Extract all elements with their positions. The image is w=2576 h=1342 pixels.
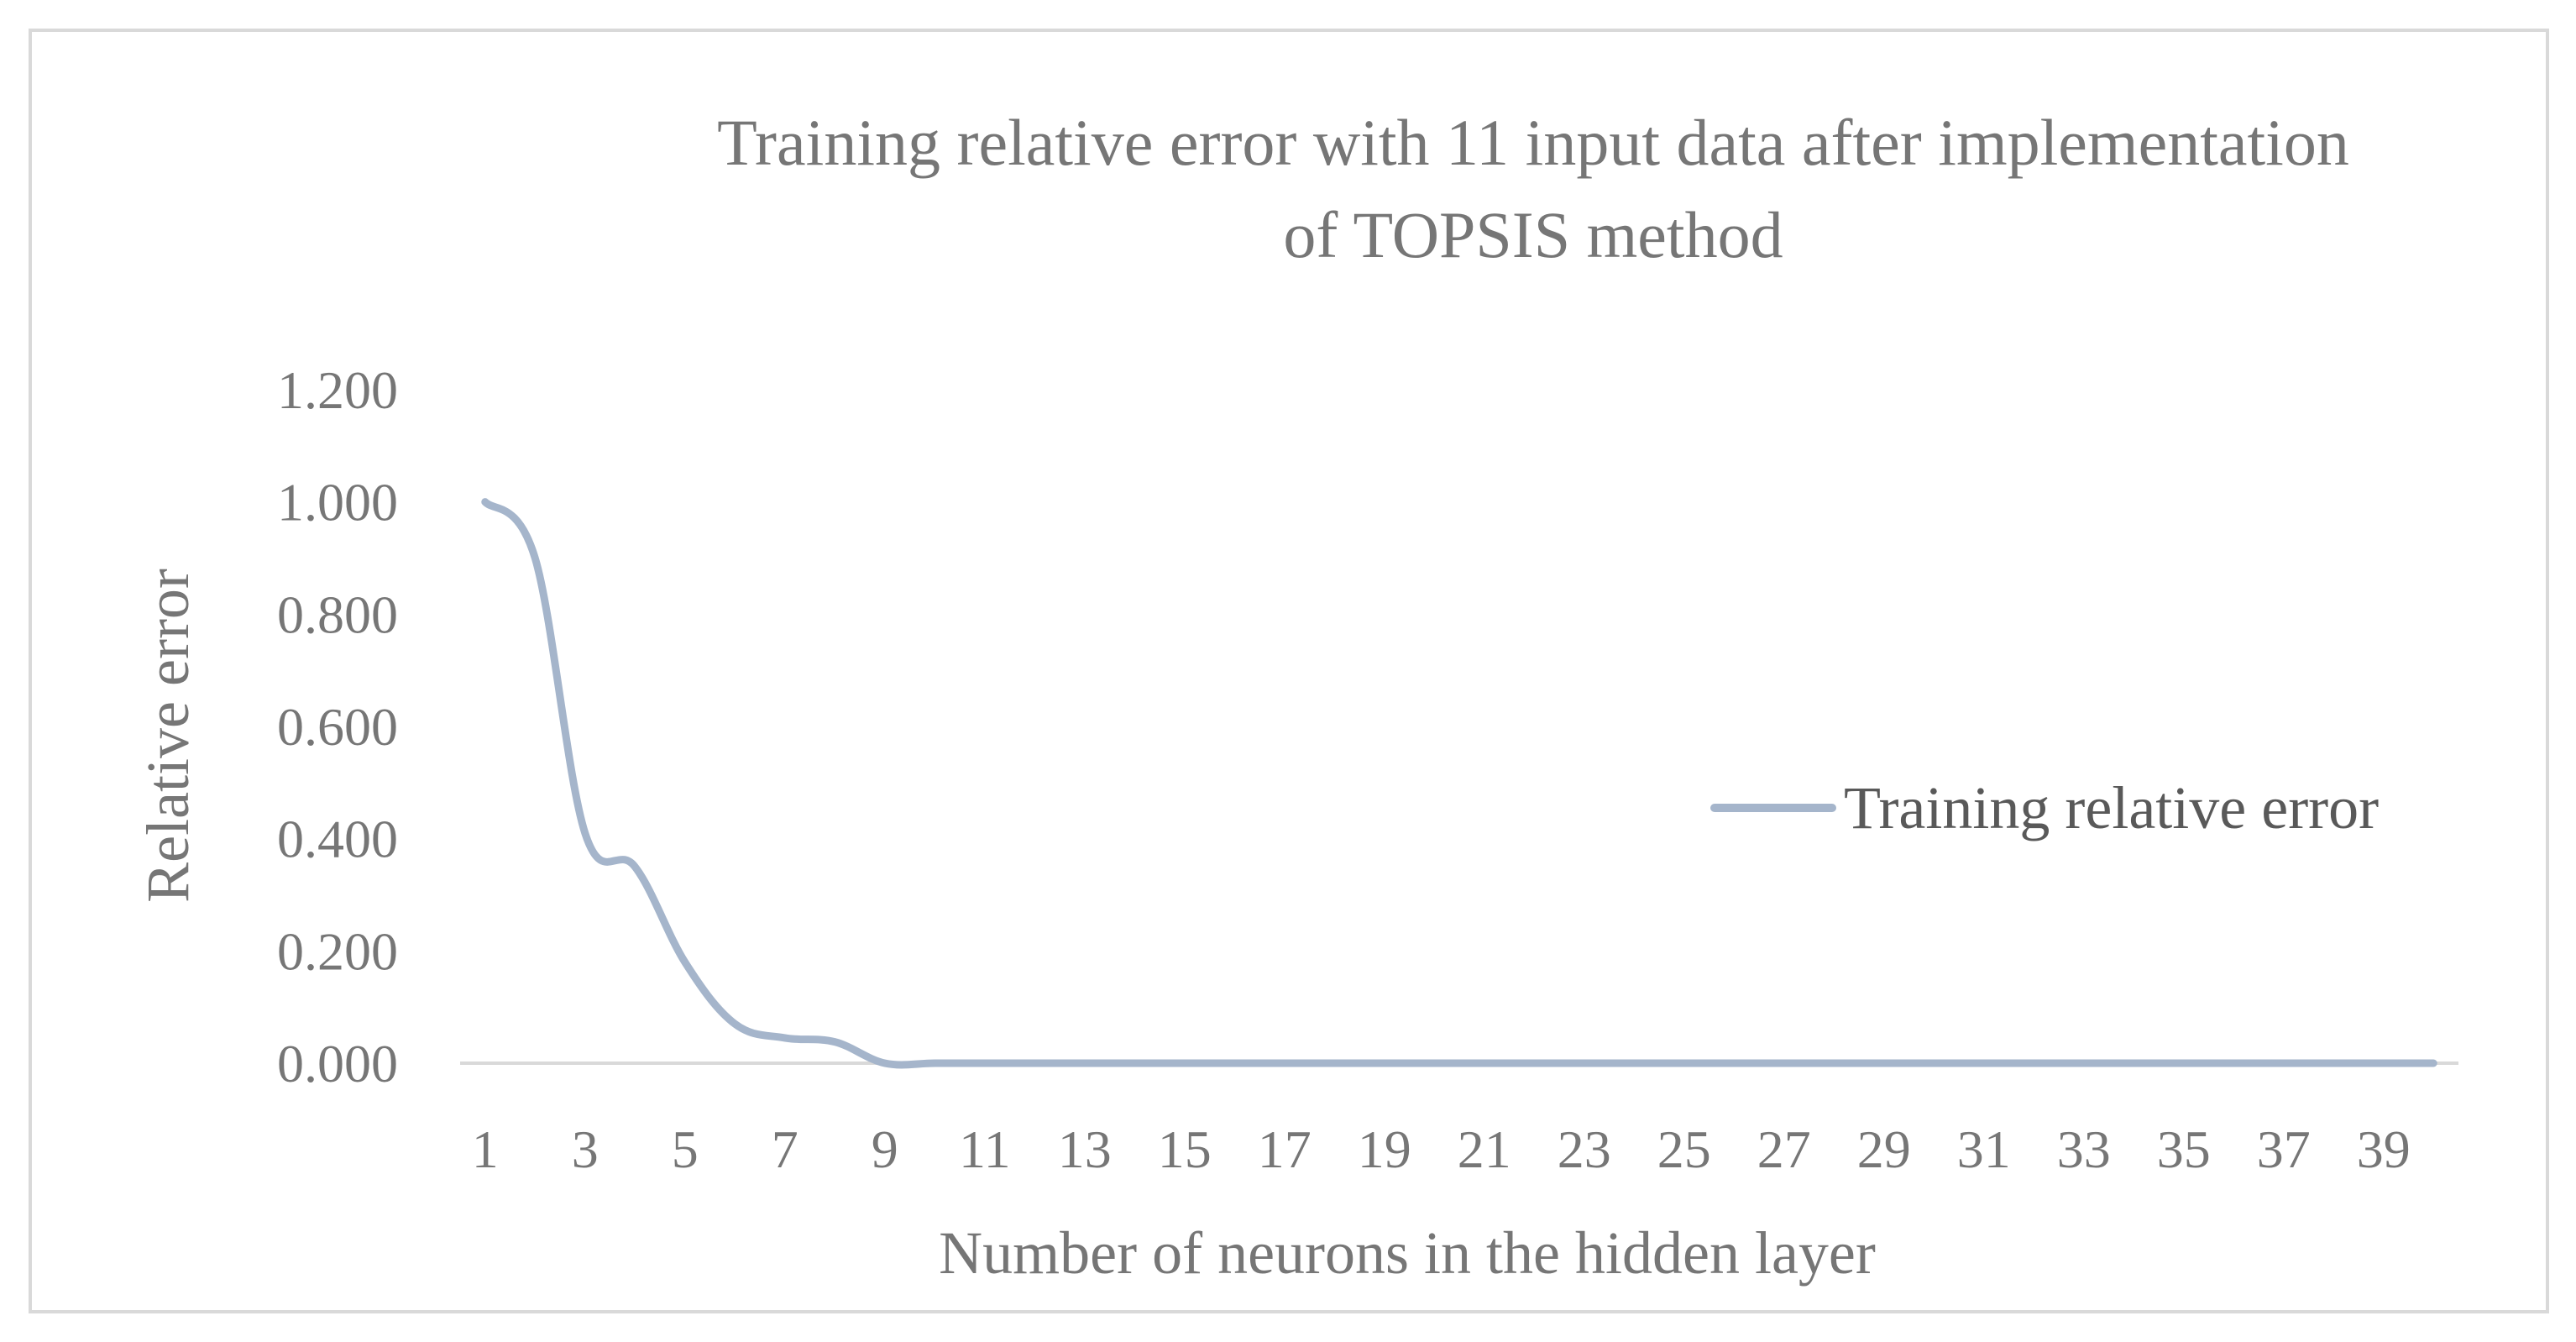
x-tick-label: 15	[1158, 1119, 1212, 1179]
y-tick-label: 0.600	[277, 697, 398, 757]
data-point	[782, 1035, 788, 1041]
x-tick-label: 33	[2057, 1119, 2111, 1179]
y-axis-tick-labels: 0.000 0.200 0.400 0.600 0.800 1.000 1.200	[277, 360, 398, 1093]
x-tick-label: 29	[1857, 1119, 1911, 1179]
chart-svg: Training relative error with 11 input da…	[134, 106, 2458, 1287]
data-point	[1381, 1060, 1388, 1067]
data-point	[1930, 1060, 1937, 1067]
data-point	[631, 863, 638, 870]
x-tick-label: 9	[872, 1119, 898, 1179]
x-tick-label: 19	[1358, 1119, 1411, 1179]
x-tick-label: 23	[1558, 1119, 1611, 1179]
data-point	[1181, 1060, 1188, 1067]
x-tick-label: 17	[1258, 1119, 1312, 1179]
chart-title-line-2: of TOPSIS method	[1283, 198, 1783, 271]
data-point	[1631, 1060, 1637, 1067]
x-axis-title: Number of neurons in the hidden layer	[939, 1219, 1876, 1287]
data-point	[1481, 1060, 1488, 1067]
data-point	[1730, 1060, 1737, 1067]
data-point	[1781, 1060, 1788, 1067]
data-point	[682, 959, 689, 966]
x-tick-label: 7	[772, 1119, 798, 1179]
data-point	[2130, 1060, 2137, 1067]
data-point	[1881, 1060, 1887, 1067]
data-point	[1531, 1060, 1537, 1067]
data-point	[1830, 1060, 1837, 1067]
chart-frame: Training relative error with 11 input da…	[29, 29, 2549, 1313]
data-point	[1231, 1060, 1238, 1067]
x-tick-label: 35	[2157, 1119, 2211, 1179]
y-tick-label: 0.200	[277, 921, 398, 981]
legend: Training relative error	[1710, 774, 2379, 841]
y-axis-title: Relative error	[134, 569, 202, 903]
data-point	[531, 555, 538, 562]
y-tick-label: 0.800	[277, 585, 398, 644]
y-tick-label: 0.000	[277, 1034, 398, 1093]
x-tick-label: 3	[572, 1119, 599, 1179]
data-point	[1031, 1060, 1038, 1067]
x-tick-label: 13	[1058, 1119, 1112, 1179]
data-point	[982, 1060, 988, 1067]
data-point	[731, 1020, 738, 1027]
x-axis-tick-labels: 1 3 5 7 9 11 13 15 17 19 21 23 25 27 29 31 33 35 37 39	[472, 1119, 2411, 1179]
data-point	[831, 1039, 838, 1046]
data-point	[2330, 1060, 2337, 1067]
x-tick-label: 11	[959, 1119, 1011, 1179]
x-tick-label: 21	[1458, 1119, 1511, 1179]
data-point	[2230, 1060, 2237, 1067]
data-point	[2030, 1060, 2037, 1067]
data-point	[1131, 1060, 1138, 1067]
data-point	[1581, 1060, 1588, 1067]
data-point	[2380, 1060, 2387, 1067]
data-point	[1431, 1060, 1437, 1067]
y-tick-label: 1.000	[277, 473, 398, 532]
data-point	[2181, 1060, 2187, 1067]
data-point	[1331, 1060, 1338, 1067]
data-point	[2280, 1060, 2287, 1067]
y-tick-label: 0.400	[277, 810, 398, 869]
data-point	[2430, 1060, 2437, 1067]
x-tick-label: 1	[472, 1119, 499, 1179]
data-point	[1081, 1060, 1088, 1067]
data-point	[882, 1060, 888, 1067]
x-tick-label: 27	[1757, 1119, 1811, 1179]
legend-label: Training relative error	[1844, 774, 2379, 841]
data-point	[931, 1060, 938, 1067]
x-tick-label: 5	[672, 1119, 699, 1179]
x-tick-label: 39	[2357, 1119, 2411, 1179]
data-point	[482, 499, 489, 506]
chart-title-line-1: Training relative error with 11 input da…	[717, 106, 2349, 179]
x-tick-label: 31	[1957, 1119, 2011, 1179]
data-point	[582, 830, 589, 836]
data-point	[1681, 1060, 1688, 1067]
x-tick-label: 37	[2257, 1119, 2311, 1179]
series-line-training-relative-error	[481, 498, 2437, 1069]
data-point	[1281, 1060, 1288, 1067]
x-tick-label: 25	[1657, 1119, 1711, 1179]
y-tick-label: 1.200	[277, 360, 398, 420]
data-point	[2081, 1060, 2087, 1067]
data-point	[1981, 1060, 1987, 1067]
